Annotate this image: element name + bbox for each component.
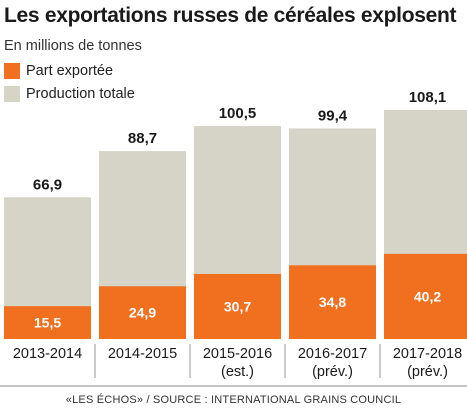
- category-label-5: 2017-2018: [393, 346, 462, 362]
- label-exported-3: 30,7: [224, 298, 251, 314]
- category-label-2: 2014-2015: [108, 346, 177, 362]
- label-total-1: 66,9: [33, 176, 62, 193]
- source-note: «LES ÉCHOS» / SOURCE : INTERNATIONAL GRA…: [65, 394, 402, 406]
- chart-subtitle: En millions de tonnes: [4, 38, 142, 54]
- category-label-1: 2013-2014: [13, 346, 82, 362]
- bar-chart: 66,9 15,5 2013-2014 88,7 24,9 2014-2015 100,5 3…: [0, 89, 467, 387]
- bar-exported-2: [99, 286, 186, 339]
- bar-exported-5: [384, 253, 467, 339]
- legend-label-exported: Part exportée: [26, 63, 114, 79]
- legend: Part exportée Production totale: [4, 60, 135, 106]
- legend-label-total: Production totale: [26, 86, 135, 102]
- category-sublabel-4: (prév.): [312, 364, 353, 380]
- category-label-3: 2015-2016: [203, 346, 272, 362]
- category-label-4: 2016-2017: [298, 346, 367, 362]
- category-sublabel-3: (est.): [221, 364, 254, 380]
- legend-item-exported: Part exportée: [4, 60, 135, 82]
- label-exported-5: 40,2: [414, 288, 441, 304]
- bar-exported-4: [289, 265, 376, 339]
- label-total-5: 108,1: [409, 89, 447, 106]
- category-sublabel-5: (prév.): [407, 364, 448, 380]
- bar-exported-1: [4, 306, 91, 339]
- bar-exported-3: [194, 273, 281, 339]
- legend-item-total: Production totale: [4, 83, 135, 105]
- label-exported-1: 15,5: [34, 315, 61, 331]
- legend-swatch-total: [4, 86, 20, 102]
- label-total-3: 100,5: [219, 105, 257, 122]
- chart-title: Les exportations russes de céréales expl…: [4, 4, 457, 27]
- legend-swatch-exported: [4, 63, 20, 79]
- label-exported-4: 34,8: [319, 294, 346, 310]
- label-total-2: 88,7: [128, 130, 157, 147]
- label-exported-2: 24,9: [129, 305, 156, 321]
- label-total-4: 99,4: [318, 107, 348, 124]
